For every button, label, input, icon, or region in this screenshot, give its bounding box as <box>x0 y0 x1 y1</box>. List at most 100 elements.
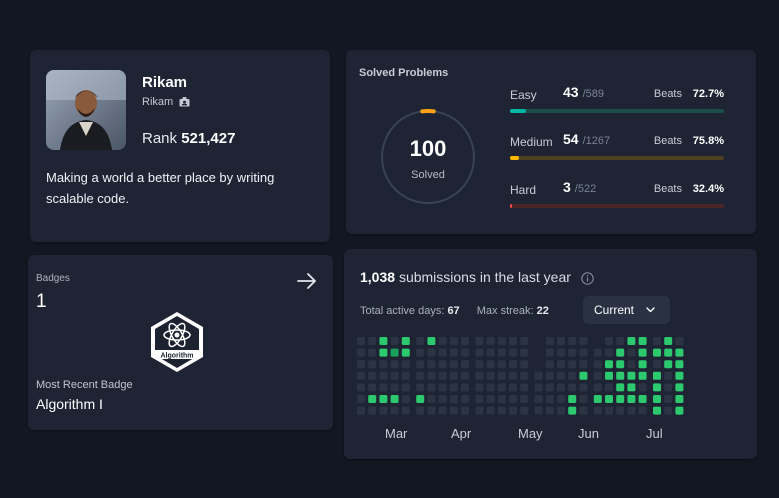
heatmap-cell[interactable] <box>627 383 636 392</box>
heatmap-cell[interactable] <box>416 383 425 392</box>
heatmap-cell[interactable] <box>653 337 661 345</box>
heatmap-cell[interactable] <box>486 348 495 357</box>
heatmap-cell[interactable] <box>497 360 506 369</box>
heatmap-cell[interactable] <box>379 395 388 403</box>
heatmap-cell[interactable] <box>664 337 673 345</box>
heatmap-cell[interactable] <box>675 383 684 392</box>
heatmap-cell[interactable] <box>368 348 377 357</box>
heatmap-cell[interactable] <box>568 395 577 403</box>
heatmap-cell[interactable] <box>593 383 602 392</box>
heatmap-cell[interactable] <box>475 395 484 403</box>
heatmap-cell[interactable] <box>520 337 529 345</box>
heatmap-cell[interactable] <box>568 360 577 369</box>
heatmap-cell[interactable] <box>379 383 388 392</box>
avatar[interactable] <box>46 70 126 150</box>
heatmap-cell[interactable] <box>497 371 506 380</box>
heatmap-cell[interactable] <box>401 406 410 415</box>
heatmap-cell[interactable] <box>438 360 447 369</box>
heatmap-cell[interactable] <box>390 337 399 345</box>
heatmap-cell[interactable] <box>664 383 673 392</box>
heatmap-cell[interactable] <box>520 383 529 392</box>
heatmap-cell[interactable] <box>486 360 495 369</box>
heatmap-cell[interactable] <box>568 337 577 345</box>
heatmap-cell[interactable] <box>593 395 602 403</box>
heatmap-cell[interactable] <box>379 371 388 380</box>
heatmap-cell[interactable] <box>545 406 554 415</box>
heatmap-cell[interactable] <box>475 406 484 415</box>
heatmap-cell[interactable] <box>486 337 495 345</box>
heatmap-cell[interactable] <box>664 360 673 369</box>
heatmap-cell[interactable] <box>534 383 543 392</box>
heatmap-cell[interactable] <box>449 395 458 403</box>
heatmap-cell[interactable] <box>509 337 517 345</box>
heatmap-cell[interactable] <box>579 348 588 357</box>
heatmap-cell[interactable] <box>579 337 588 345</box>
heatmap-cell[interactable] <box>557 371 565 380</box>
heatmap-cell[interactable] <box>638 348 647 357</box>
heatmap-cell[interactable] <box>638 406 647 415</box>
heatmap-cell[interactable] <box>509 406 517 415</box>
heatmap-cell[interactable] <box>616 383 625 392</box>
heatmap-cell[interactable] <box>416 406 425 415</box>
heatmap-cell[interactable] <box>545 360 554 369</box>
heatmap-cell[interactable] <box>605 360 613 369</box>
heatmap-cell[interactable] <box>427 371 436 380</box>
heatmap-cell[interactable] <box>475 371 484 380</box>
heatmap-cell[interactable] <box>438 337 447 345</box>
heatmap-cell[interactable] <box>653 360 661 369</box>
year-select[interactable]: Current <box>583 296 670 324</box>
heatmap-cell[interactable] <box>357 337 365 345</box>
heatmap-cell[interactable] <box>568 348 577 357</box>
heatmap-cell[interactable] <box>497 348 506 357</box>
heatmap-cell[interactable] <box>579 371 588 380</box>
heatmap-cell[interactable] <box>627 395 636 403</box>
heatmap-cell[interactable] <box>627 337 636 345</box>
heatmap-cell[interactable] <box>449 383 458 392</box>
heatmap-cell[interactable] <box>605 337 613 345</box>
heatmap-cell[interactable] <box>627 406 636 415</box>
heatmap-cell[interactable] <box>449 348 458 357</box>
heatmap-cell[interactable] <box>449 360 458 369</box>
heatmap-cell[interactable] <box>653 406 661 415</box>
heatmap-cell[interactable] <box>497 383 506 392</box>
heatmap-cell[interactable] <box>427 348 436 357</box>
heatmap-cell[interactable] <box>616 406 625 415</box>
heatmap-cell[interactable] <box>416 395 425 403</box>
heatmap-cell[interactable] <box>675 348 684 357</box>
heatmap-cell[interactable] <box>401 371 410 380</box>
heatmap-cell[interactable] <box>449 406 458 415</box>
heatmap-cell[interactable] <box>675 395 684 403</box>
heatmap-cell[interactable] <box>593 348 602 357</box>
heatmap-cell[interactable] <box>461 337 469 345</box>
heatmap-cell[interactable] <box>475 360 484 369</box>
heatmap-cell[interactable] <box>390 348 399 357</box>
heatmap-cell[interactable] <box>390 406 399 415</box>
heatmap-cell[interactable] <box>509 371 517 380</box>
heatmap-cell[interactable] <box>568 371 577 380</box>
heatmap-cell[interactable] <box>379 348 388 357</box>
heatmap-cell[interactable] <box>401 348 410 357</box>
heatmap-cell[interactable] <box>368 406 377 415</box>
heatmap-cell[interactable] <box>438 395 447 403</box>
heatmap-cell[interactable] <box>486 383 495 392</box>
heatmap-cell[interactable] <box>357 371 365 380</box>
heatmap-cell[interactable] <box>638 337 647 345</box>
heatmap-cell[interactable] <box>509 360 517 369</box>
heatmap-cell[interactable] <box>520 406 529 415</box>
heatmap-cell[interactable] <box>638 371 647 380</box>
heatmap-cell[interactable] <box>605 406 613 415</box>
heatmap-cell[interactable] <box>579 406 588 415</box>
heatmap-cell[interactable] <box>545 348 554 357</box>
heatmap-cell[interactable] <box>379 337 388 345</box>
heatmap-cell[interactable] <box>638 383 647 392</box>
heatmap-cell[interactable] <box>357 383 365 392</box>
heatmap-cell[interactable] <box>627 360 636 369</box>
heatmap-cell[interactable] <box>486 406 495 415</box>
heatmap-cell[interactable] <box>545 371 554 380</box>
heatmap-cell[interactable] <box>438 348 447 357</box>
heatmap-cell[interactable] <box>497 337 506 345</box>
heatmap-cell[interactable] <box>401 383 410 392</box>
heatmap-cell[interactable] <box>520 395 529 403</box>
heatmap-cell[interactable] <box>401 360 410 369</box>
heatmap-cell[interactable] <box>357 360 365 369</box>
